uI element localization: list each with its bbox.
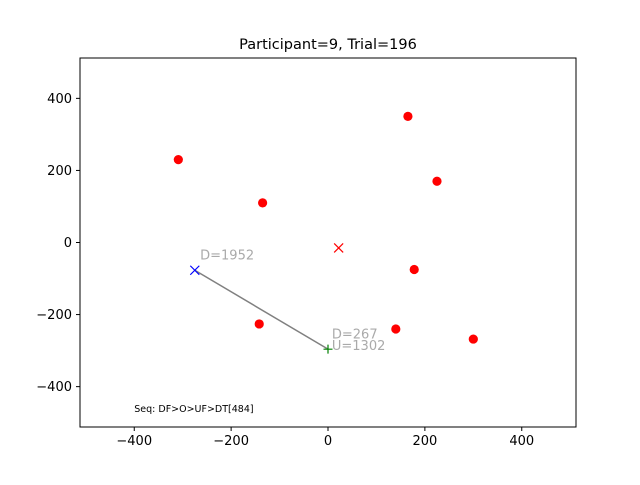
x-tick-label: 0 [324, 434, 332, 449]
y-tick-label: 200 [47, 164, 72, 179]
x-tick-label: −400 [116, 434, 152, 449]
annotation-label: D=267 [332, 327, 378, 342]
target-point [254, 319, 264, 329]
annotation-label: U=1302 [332, 339, 386, 354]
annotation-label: D=1952 [200, 248, 254, 263]
path-start-marker [189, 265, 200, 276]
path-end-marker [323, 344, 333, 354]
target-point [173, 155, 183, 165]
target-point [468, 334, 478, 344]
x-tick-label: −200 [213, 434, 249, 449]
y-tick-label: −400 [36, 380, 72, 395]
center-marker [333, 242, 344, 253]
x-tick-label: 400 [509, 434, 534, 449]
x-tick-label: 200 [412, 434, 437, 449]
target-point [409, 264, 419, 275]
path-line [194, 269, 329, 350]
y-tick-label: −200 [36, 308, 72, 323]
target-point [403, 111, 413, 121]
axes-frame [79, 57, 577, 428]
plot-area: −400 −200 0 200 400 −400 −200 0 200 400 D=1952 D=26… [36, 92, 534, 449]
target-point [432, 176, 442, 186]
target-point [391, 324, 401, 334]
chart-title: Participant=9, Trial=196 [239, 37, 417, 53]
target-point [258, 198, 268, 208]
y-tick-label: 400 [47, 92, 72, 107]
sequence-label: Seq: DF>O>UF>DT[484] [134, 404, 253, 415]
y-tick-label: 0 [64, 236, 72, 251]
